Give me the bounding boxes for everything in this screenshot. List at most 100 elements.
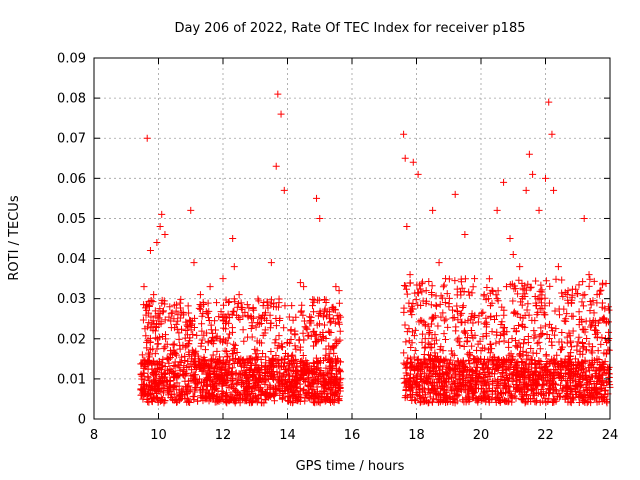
- data-point: [406, 393, 414, 401]
- data-point: [476, 393, 484, 401]
- data-point: [589, 343, 597, 351]
- data-point: [524, 280, 532, 288]
- data-point: [406, 363, 414, 371]
- data-point: [198, 312, 206, 320]
- data-point: [248, 333, 256, 341]
- data-point: [303, 325, 311, 333]
- data-point: [590, 277, 598, 285]
- data-point: [447, 356, 455, 364]
- data-point: [592, 327, 600, 335]
- data-point: [310, 308, 318, 316]
- data-point: [524, 398, 532, 406]
- y-tick-label: 0.02: [57, 332, 86, 347]
- data-point: [155, 314, 163, 322]
- data-point: [468, 310, 476, 318]
- data-point: [573, 342, 581, 350]
- data-point: [544, 377, 552, 385]
- data-point: [430, 340, 438, 348]
- data-point: [440, 330, 448, 338]
- data-point: [428, 334, 436, 342]
- data-point: [313, 194, 321, 202]
- data-point: [575, 333, 583, 341]
- data-point: [168, 368, 176, 376]
- data-point: [201, 346, 209, 354]
- data-point: [459, 357, 467, 365]
- data-point: [428, 344, 436, 352]
- data-point: [406, 355, 414, 363]
- data-point: [322, 351, 330, 359]
- data-point: [468, 342, 476, 350]
- data-point: [292, 366, 300, 374]
- data-point: [563, 339, 571, 347]
- data-point: [492, 312, 500, 320]
- data-point: [158, 374, 166, 382]
- data-point: [467, 378, 475, 386]
- data-point: [488, 286, 496, 294]
- data-point: [195, 360, 203, 368]
- data-point: [519, 293, 527, 301]
- data-point: [558, 276, 566, 284]
- data-point: [253, 368, 261, 376]
- data-point: [278, 363, 286, 371]
- data-point: [297, 307, 305, 315]
- data-point: [403, 290, 411, 298]
- data-point: [150, 394, 158, 402]
- data-point: [458, 309, 466, 317]
- data-point: [588, 349, 596, 357]
- data-point: [589, 319, 597, 327]
- data-point: [142, 332, 150, 340]
- data-point: [208, 380, 216, 388]
- data-point: [161, 230, 169, 238]
- data-point: [494, 287, 502, 295]
- data-point: [273, 344, 281, 352]
- data-point: [309, 376, 317, 384]
- data-point: [551, 307, 559, 315]
- data-point: [525, 150, 533, 158]
- data-point: [499, 329, 507, 337]
- data-point: [527, 283, 535, 291]
- data-point: [408, 339, 416, 347]
- data-point: [418, 317, 426, 325]
- data-point: [582, 368, 590, 376]
- data-point: [295, 393, 303, 401]
- data-point: [408, 303, 416, 311]
- data-point: [531, 293, 539, 301]
- data-point: [288, 360, 296, 368]
- data-point: [204, 363, 212, 371]
- data-point: [326, 386, 334, 394]
- data-point: [233, 348, 241, 356]
- data-point: [330, 344, 338, 352]
- data-point: [209, 395, 217, 403]
- data-point: [401, 394, 409, 402]
- data-point: [437, 343, 445, 351]
- data-point: [324, 395, 332, 403]
- data-point: [593, 378, 601, 386]
- data-point: [551, 331, 559, 339]
- data-point: [408, 328, 416, 336]
- data-point: [567, 385, 575, 393]
- data-point: [444, 369, 452, 377]
- data-point: [524, 300, 532, 308]
- data-point: [239, 395, 247, 403]
- data-point: [205, 316, 213, 324]
- data-point: [309, 328, 317, 336]
- data-point: [586, 298, 594, 306]
- data-point: [169, 341, 177, 349]
- data-point: [402, 285, 410, 293]
- data-point: [548, 327, 556, 335]
- data-point: [143, 302, 151, 310]
- data-point: [230, 397, 238, 405]
- data-point: [568, 343, 576, 351]
- data-point: [410, 332, 418, 340]
- data-point: [222, 379, 230, 387]
- data-point: [187, 376, 195, 384]
- data-point: [455, 338, 463, 346]
- data-point: [175, 329, 183, 337]
- data-point: [587, 301, 595, 309]
- data-point: [482, 314, 490, 322]
- data-point: [262, 388, 270, 396]
- data-point: [223, 339, 231, 347]
- data-point: [247, 399, 255, 407]
- data-point: [337, 313, 345, 321]
- data-point: [586, 323, 594, 331]
